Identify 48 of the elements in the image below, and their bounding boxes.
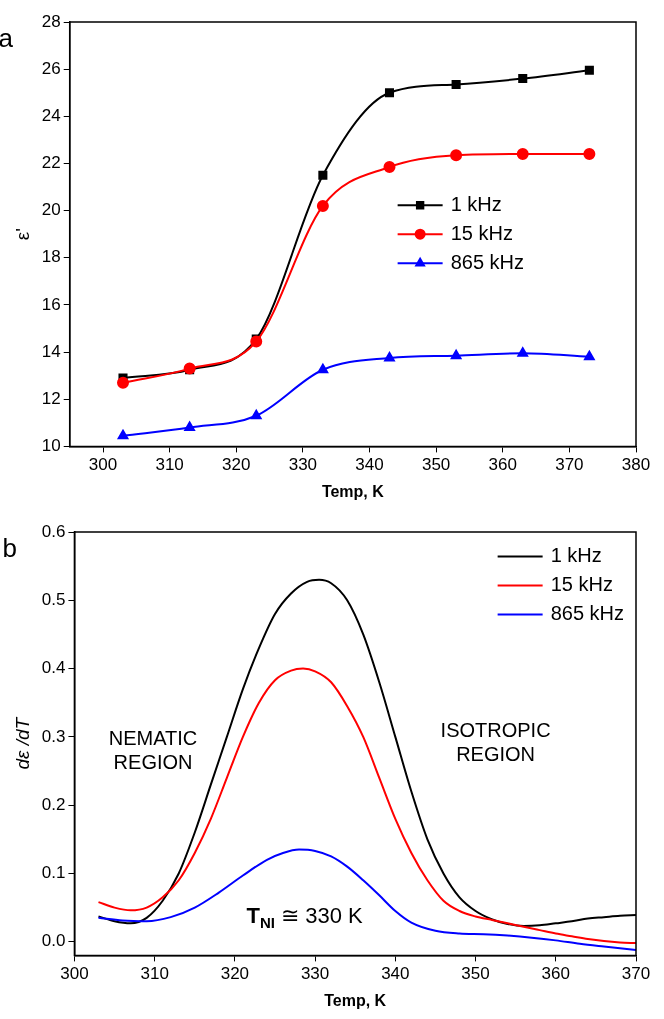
- legend-label: 865 kHz: [550, 602, 625, 625]
- x-tick-label: 310: [155, 455, 184, 475]
- x-tick-label: 360: [541, 964, 570, 984]
- x-tick-label: 310: [140, 964, 169, 984]
- x-tick-label: 300: [88, 455, 118, 475]
- y-tick-label: 0.2: [41, 794, 66, 814]
- y-tick-label: 20: [41, 200, 61, 220]
- legend-label: 1 kHz: [550, 544, 602, 567]
- y-tick-label: 12: [41, 388, 61, 408]
- x-tick-label: 380: [621, 455, 651, 475]
- y-tick-label: 26: [41, 58, 61, 78]
- legend-label: 1 kHz: [450, 192, 502, 215]
- x-tick-label: 330: [288, 455, 318, 475]
- x-tick-label: 300: [60, 964, 89, 984]
- y-tick-label: 28: [41, 11, 61, 31]
- legend-label: 15 kHz: [550, 573, 613, 596]
- y-tick-label: 0.4: [41, 658, 66, 678]
- text: a: [0, 23, 14, 54]
- y-tick-label: 0.5: [41, 589, 66, 609]
- x-tick-label: 360: [488, 455, 517, 475]
- x-axis-title: Temp, K: [324, 991, 387, 1009]
- y-tick-label: 16: [41, 294, 61, 314]
- y-tick-label: 0.6: [41, 521, 66, 541]
- y-tick-label: 18: [41, 247, 61, 267]
- y-axis-title: ε': [11, 228, 33, 241]
- x-tick-label: 330: [300, 964, 330, 984]
- y-tick-label: 22: [41, 153, 61, 173]
- y-tick-label: 0.1: [41, 863, 66, 883]
- x-tick-label: 340: [355, 455, 384, 475]
- y-tick-label: 0.3: [41, 726, 66, 746]
- x-tick-label: 350: [461, 964, 490, 984]
- y-tick-label: 10: [41, 436, 61, 456]
- text: b: [2, 533, 17, 564]
- y-tick-label: 14: [41, 341, 61, 361]
- y-tick-label: 0.0: [41, 931, 66, 951]
- y-axis-title: dε /dT: [11, 716, 33, 770]
- x-tick-label: 370: [555, 455, 584, 475]
- y-tick-label: 24: [41, 106, 61, 125]
- x-tick-label: 320: [220, 964, 250, 984]
- x-tick-label: 350: [421, 455, 451, 475]
- x-tick-label: 340: [381, 964, 410, 984]
- annotation: NEMATIC REGION: [108, 726, 198, 773]
- legend-label: 865 kHz: [450, 250, 525, 273]
- x-tick-label: 320: [222, 455, 251, 475]
- x-axis-title: Temp, K: [321, 482, 385, 500]
- annotation: ISOTROPIC REGION: [440, 718, 551, 765]
- x-tick-label: 370: [621, 964, 651, 984]
- legend-label: 15 kHz: [450, 221, 513, 244]
